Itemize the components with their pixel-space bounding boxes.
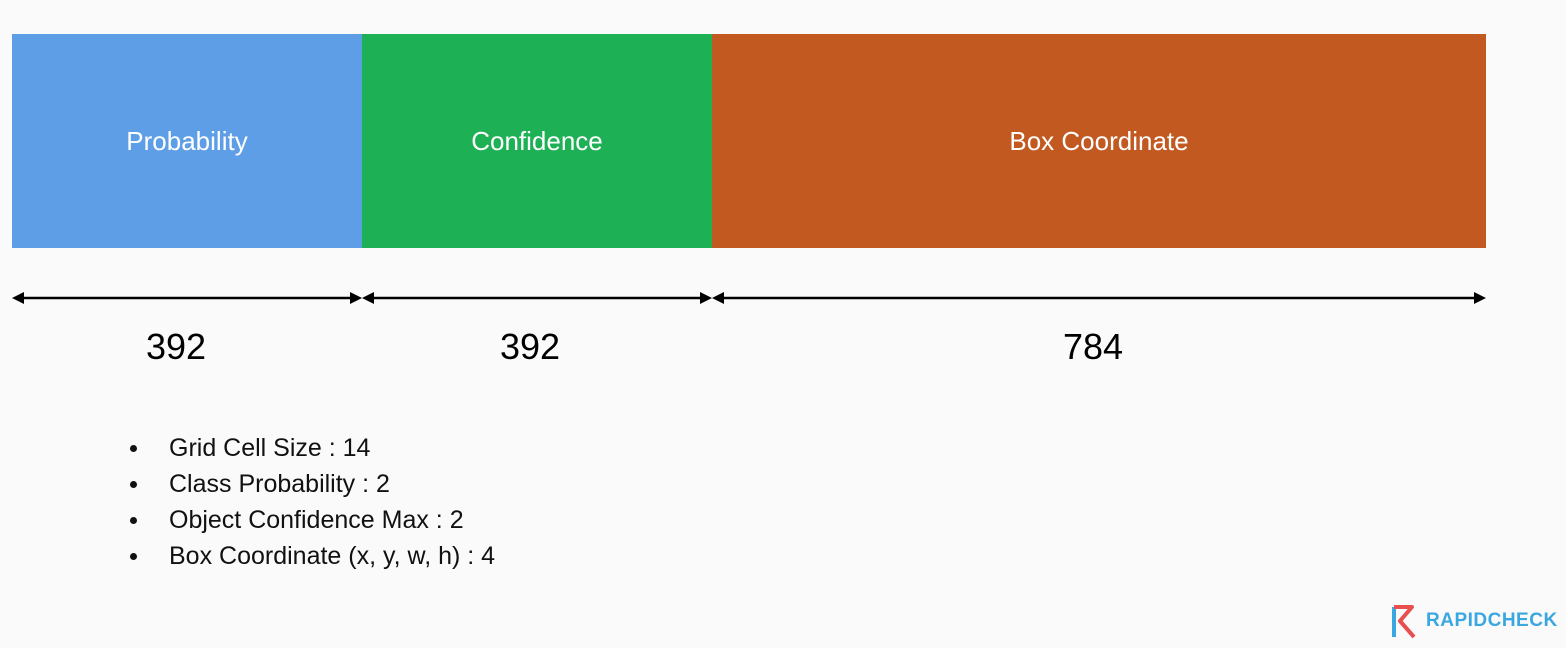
size-label-probability: 392 <box>145 326 207 367</box>
segment-confidence: Confidence <box>362 34 712 248</box>
list-item: Box Coordinate (x, y, w, h) : 4 <box>130 538 495 574</box>
bullet-icon <box>130 517 137 524</box>
list-item: Grid Cell Size : 14 <box>130 430 495 466</box>
parameter-list: Grid Cell Size : 14 Class Probability : … <box>130 430 495 574</box>
segment-label-box-coordinate: Box Coordinate <box>1009 125 1189 156</box>
bullet-icon <box>130 553 137 560</box>
rapidcheck-logo: RAPIDCHECK <box>1390 602 1558 640</box>
segment-box-coordinate: Box Coordinate <box>712 34 1486 248</box>
size-label-box-coordinate: 784 <box>1062 326 1124 367</box>
dimension-arrow-confidence <box>362 292 712 304</box>
list-item: Object Confidence Max : 2 <box>130 502 495 538</box>
list-item-text: Box Coordinate (x, y, w, h) : 4 <box>169 542 496 570</box>
list-item-text: Class Probability : 2 <box>169 470 390 498</box>
logo-mark-icon <box>1392 605 1416 639</box>
size-label-confidence: 392 <box>499 326 561 367</box>
logo-text: RAPIDCHECK <box>1426 610 1558 631</box>
dimension-arrow-probability <box>12 292 362 304</box>
list-item-text: Grid Cell Size : 14 <box>169 434 371 462</box>
bullet-icon <box>130 445 137 452</box>
dimension-arrows <box>12 292 1486 304</box>
bullet-icon <box>130 481 137 488</box>
dimension-arrow-box-coordinate <box>712 292 1486 304</box>
segment-probability: Probability <box>12 34 362 248</box>
list-item-text: Object Confidence Max : 2 <box>169 506 464 534</box>
segment-label-probability: Probability <box>126 125 248 156</box>
list-item: Class Probability : 2 <box>130 466 495 502</box>
segment-label-confidence: Confidence <box>471 125 603 156</box>
